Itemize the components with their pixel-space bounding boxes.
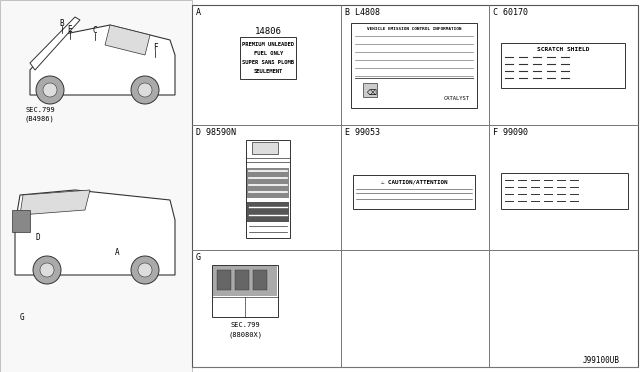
Text: J99100UB: J99100UB (583, 356, 620, 365)
Bar (252, 142, 278, 154)
Text: D 98590N: D 98590N (196, 128, 236, 137)
Polygon shape (30, 25, 175, 95)
Text: E 99053: E 99053 (345, 128, 380, 137)
Bar (351, 23, 477, 108)
Polygon shape (30, 17, 80, 70)
Text: B L4808: B L4808 (345, 8, 380, 17)
Bar (0, 0, 192, 372)
Bar (501, 173, 628, 209)
Text: F: F (153, 42, 157, 51)
Bar (246, 140, 291, 238)
Circle shape (138, 263, 152, 277)
Bar (363, 83, 377, 97)
Polygon shape (20, 190, 90, 215)
Bar (247, 202, 289, 222)
Polygon shape (105, 25, 150, 55)
Text: ⌫: ⌫ (367, 90, 376, 96)
Text: SEULEMENT: SEULEMENT (253, 69, 283, 74)
Text: SCRATCH SHIELD: SCRATCH SHIELD (537, 47, 589, 52)
Bar (192, 5, 638, 367)
Circle shape (138, 83, 152, 97)
Text: E: E (68, 25, 72, 33)
Circle shape (33, 256, 61, 284)
Bar (241, 37, 296, 79)
Text: C: C (93, 26, 97, 35)
Text: (88080X): (88080X) (228, 331, 262, 337)
Text: F 99090: F 99090 (493, 128, 529, 137)
Text: C 60170: C 60170 (493, 8, 529, 17)
Text: 14806: 14806 (255, 27, 282, 36)
Bar (353, 175, 476, 209)
Bar (217, 270, 231, 290)
Bar (12, 210, 30, 232)
Circle shape (43, 83, 57, 97)
Bar (247, 168, 289, 198)
Bar (213, 266, 277, 296)
Circle shape (40, 263, 54, 277)
Text: VEHICLE EMISSION CONTROL INFORMATION: VEHICLE EMISSION CONTROL INFORMATION (367, 27, 461, 31)
Text: A: A (196, 8, 201, 17)
Circle shape (131, 256, 159, 284)
Text: SUPER SANS PLOMB: SUPER SANS PLOMB (243, 60, 294, 65)
Circle shape (131, 76, 159, 104)
Text: G: G (20, 313, 24, 322)
Bar (253, 270, 267, 290)
Text: CATALYST: CATALYST (444, 96, 469, 101)
Text: ⚠ CAUTION/ATTENTION: ⚠ CAUTION/ATTENTION (381, 179, 447, 184)
Text: SEC.799: SEC.799 (25, 107, 55, 113)
Bar (212, 265, 278, 317)
Bar (501, 43, 625, 88)
Polygon shape (15, 190, 175, 275)
Text: A: A (115, 248, 120, 257)
Text: G: G (196, 253, 201, 262)
Text: PREMIUM UNLEADED: PREMIUM UNLEADED (243, 42, 294, 47)
Text: FUEL ONLY: FUEL ONLY (253, 51, 283, 56)
Text: B: B (60, 19, 64, 28)
Text: SEC.799: SEC.799 (230, 322, 260, 328)
Circle shape (36, 76, 64, 104)
Text: (B4986): (B4986) (25, 115, 55, 122)
Text: D: D (35, 233, 40, 242)
Bar (235, 270, 249, 290)
